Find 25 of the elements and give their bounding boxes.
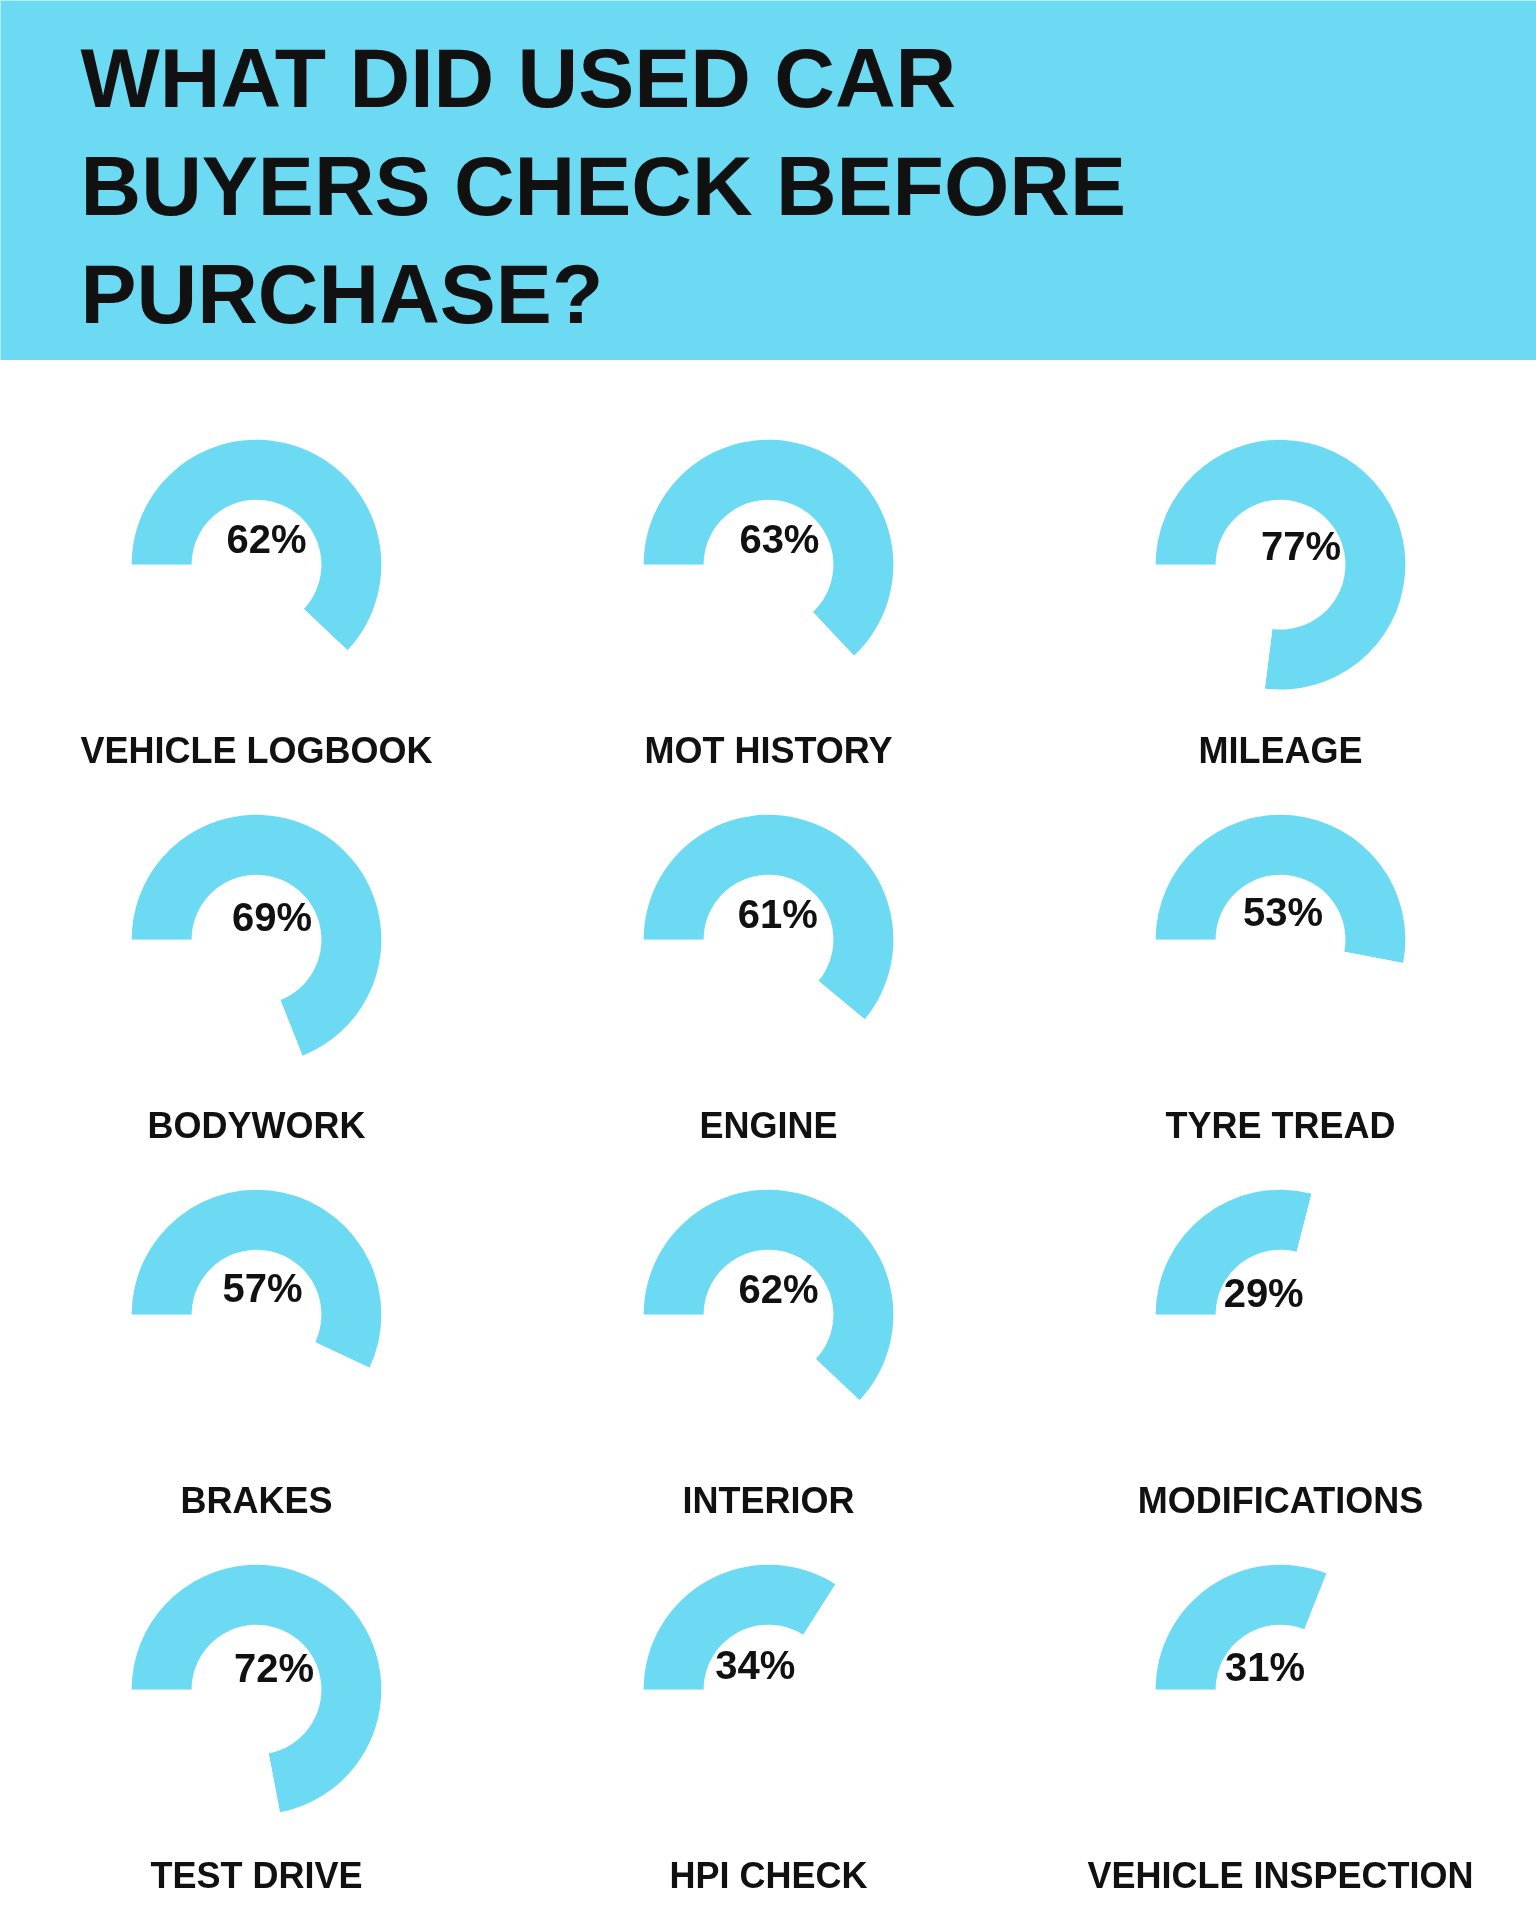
data-label: 53% xyxy=(1243,890,1324,934)
data-label: 69% xyxy=(231,894,312,939)
data-label: 72% xyxy=(233,1646,315,1691)
data-label: 61% xyxy=(737,891,818,936)
text: MOT HISTORY xyxy=(644,729,893,771)
text: INTERIOR xyxy=(682,1479,855,1521)
text: BRAKES xyxy=(180,1479,333,1521)
data-label: 34% xyxy=(715,1643,796,1688)
text: VEHICLE LOGBOOK xyxy=(80,729,433,771)
text: TYRE TREAD xyxy=(1165,1104,1396,1146)
data-label: 57% xyxy=(222,1265,303,1310)
data-label: 62% xyxy=(738,1266,819,1311)
text: WHAT DID USED CAR BUYERS CHECK BEFORE PURCHASE? xyxy=(80,30,1126,341)
text: VEHICLE INSPECTION xyxy=(1087,1854,1474,1896)
text: MODIFICATIONS xyxy=(1137,1479,1424,1521)
text: BODYWORK xyxy=(147,1104,366,1146)
data-label: 63% xyxy=(739,517,820,562)
text: HPI CHECK xyxy=(669,1854,868,1896)
data-label: 62% xyxy=(226,516,307,561)
data-label: 31% xyxy=(1225,1644,1306,1689)
data-label: 29% xyxy=(1223,1270,1304,1315)
text: ENGINE xyxy=(699,1104,838,1146)
text: MILEAGE xyxy=(1198,729,1363,771)
data-label: 77% xyxy=(1261,524,1342,569)
text: TEST DRIVE xyxy=(150,1854,363,1896)
